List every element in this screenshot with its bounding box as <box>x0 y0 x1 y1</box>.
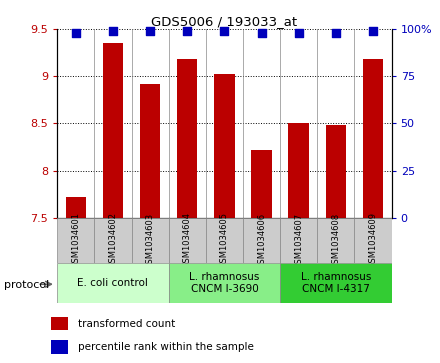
Point <box>147 28 154 34</box>
Text: L. rhamnosus
CNCM I-4317: L. rhamnosus CNCM I-4317 <box>301 272 371 294</box>
Text: GSM1034607: GSM1034607 <box>294 212 303 269</box>
Bar <box>57 218 94 263</box>
Bar <box>326 125 346 218</box>
Bar <box>317 218 355 263</box>
Bar <box>214 74 235 218</box>
Point <box>295 30 302 36</box>
Bar <box>206 218 243 263</box>
Text: E. coli control: E. coli control <box>77 278 148 288</box>
Bar <box>355 218 392 263</box>
Point <box>332 30 339 36</box>
Bar <box>132 218 169 263</box>
Bar <box>280 218 317 263</box>
Text: protocol: protocol <box>4 280 50 290</box>
Text: GSM1034602: GSM1034602 <box>108 212 117 269</box>
Bar <box>57 263 169 303</box>
Bar <box>177 59 198 218</box>
Bar <box>251 150 272 218</box>
Point <box>110 28 117 34</box>
Point <box>72 30 79 36</box>
Bar <box>103 43 123 218</box>
Bar <box>140 84 160 218</box>
Bar <box>243 218 280 263</box>
Bar <box>51 340 68 354</box>
Point <box>370 28 377 34</box>
Bar <box>169 263 280 303</box>
Point <box>221 28 228 34</box>
Text: GSM1034601: GSM1034601 <box>71 212 80 269</box>
Text: L. rhamnosus
CNCM I-3690: L. rhamnosus CNCM I-3690 <box>189 272 260 294</box>
Bar <box>94 218 132 263</box>
Bar <box>169 218 206 263</box>
Title: GDS5006 / 193033_at: GDS5006 / 193033_at <box>151 15 297 28</box>
Text: GSM1034609: GSM1034609 <box>369 212 378 269</box>
Text: percentile rank within the sample: percentile rank within the sample <box>78 342 253 352</box>
Point <box>184 28 191 34</box>
Point <box>258 30 265 36</box>
Bar <box>51 317 68 330</box>
Bar <box>289 123 309 218</box>
Bar <box>280 263 392 303</box>
Text: GSM1034608: GSM1034608 <box>331 212 341 269</box>
Text: transformed count: transformed count <box>78 318 175 329</box>
Text: GSM1034605: GSM1034605 <box>220 212 229 269</box>
Text: GSM1034604: GSM1034604 <box>183 212 192 269</box>
Bar <box>66 197 86 218</box>
Bar <box>363 59 383 218</box>
Text: GSM1034606: GSM1034606 <box>257 212 266 269</box>
Text: GSM1034603: GSM1034603 <box>146 212 154 269</box>
